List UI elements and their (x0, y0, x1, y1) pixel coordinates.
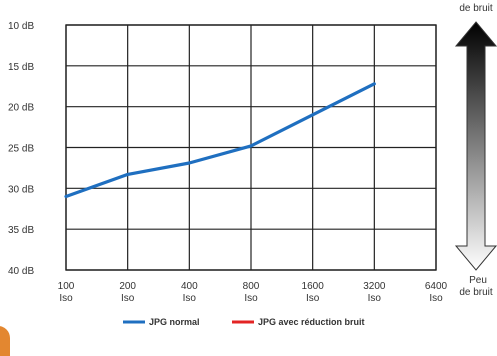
x-axis-ticks: 100Iso200Iso400Iso800Iso1600Iso3200Iso64… (58, 281, 448, 304)
x-tick-label: 1600 (302, 281, 325, 292)
legend: JPG normal JPG avec réduction bruit (123, 317, 365, 327)
x-tick-label: 100 (58, 281, 75, 292)
x-tick-unit: Iso (306, 293, 320, 304)
y-tick-label: 30 dB (8, 184, 34, 195)
series-lines (64, 82, 376, 199)
x-tick-unit: Iso (59, 293, 73, 304)
x-tick-unit: Iso (183, 293, 197, 304)
noise-scale: de bruit Peu de bruit (454, 3, 497, 298)
legend-label-jpg-reduction: JPG avec réduction bruit (258, 317, 365, 327)
y-tick-label: 35 dB (8, 225, 34, 236)
legend-label-jpg-normal: JPG normal (149, 317, 200, 327)
y-tick-label: 10 dB (8, 21, 34, 32)
scale-bottom-label-line2: de bruit (459, 287, 493, 298)
x-tick-unit: Iso (368, 293, 382, 304)
x-tick-label: 800 (243, 281, 260, 292)
y-tick-label: 25 dB (8, 144, 34, 155)
scale-arrow (454, 21, 497, 271)
x-tick-unit: Iso (244, 293, 258, 304)
x-tick-label: 3200 (363, 281, 386, 292)
x-tick-label: 6400 (425, 281, 448, 292)
corner-accent (0, 326, 10, 356)
x-tick-label: 200 (119, 281, 136, 292)
y-tick-label: 15 dB (8, 62, 34, 73)
y-axis-ticks: 10 dB 15 dB 20 dB 25 dB 30 dB 35 dB 40 dB (8, 21, 34, 277)
series-line-0 (64, 82, 376, 199)
x-tick-label: 400 (181, 281, 198, 292)
x-tick-unit: Iso (121, 293, 135, 304)
x-tick-unit: Iso (429, 293, 443, 304)
y-tick-label: 40 dB (8, 266, 34, 277)
y-tick-label: 20 dB (8, 103, 34, 114)
scale-top-label: de bruit (459, 3, 493, 14)
scale-bottom-label-line1: Peu (469, 275, 487, 286)
